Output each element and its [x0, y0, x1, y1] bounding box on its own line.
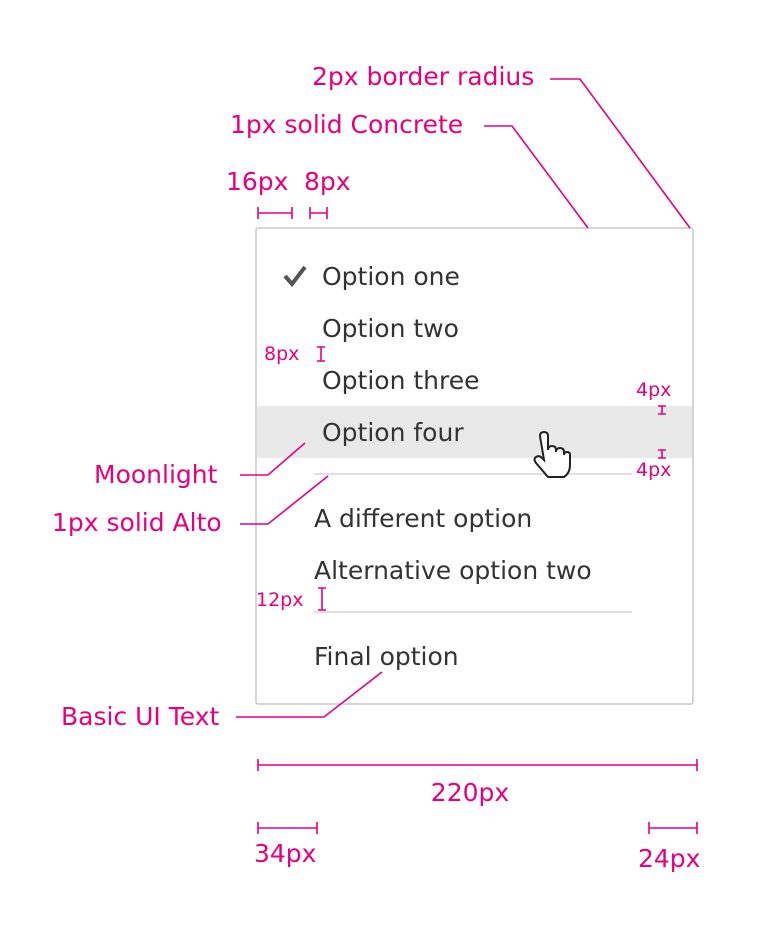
cursor-icon [533, 430, 571, 478]
measure [257, 759, 698, 771]
annotation: 4px [636, 379, 671, 401]
annotation: 16px [226, 167, 288, 196]
measure [317, 346, 325, 362]
measure [648, 822, 698, 834]
menu-item[interactable]: Final option [314, 642, 459, 671]
menu-item[interactable]: Alternative option two [314, 556, 592, 585]
menu-box [255, 227, 694, 705]
annotation: 4px [636, 459, 671, 481]
measure [257, 822, 318, 834]
menu-item[interactable]: Option four [322, 418, 464, 447]
leader-line [484, 125, 589, 229]
annotation: 1px solid Alto [52, 508, 222, 537]
menu-item[interactable]: Option three [322, 366, 480, 395]
annotation: Moonlight [94, 460, 218, 489]
annotation: 12px [256, 589, 303, 611]
measure [257, 207, 328, 219]
annotation: 2px border radius [312, 62, 534, 91]
annotation: 1px solid Concrete [230, 110, 463, 139]
leader-line [240, 475, 329, 525]
leader-line [236, 671, 383, 718]
annotation: 8px [304, 167, 351, 196]
annotation: 34px [254, 839, 316, 868]
annotation: 24px [638, 844, 700, 873]
measure [658, 405, 666, 415]
check-icon [283, 265, 307, 288]
measure [318, 587, 326, 611]
annotation: 8px [264, 343, 299, 365]
hover-row [257, 406, 692, 458]
annotation: Basic UI Text [61, 702, 220, 731]
leader-line [550, 78, 691, 229]
menu-item[interactable]: Option one [322, 262, 460, 291]
leader-line [240, 442, 306, 476]
measure [658, 449, 666, 459]
menu-item[interactable]: Option two [322, 314, 459, 343]
annotation: 220px [431, 778, 509, 807]
menu-item[interactable]: A different option [314, 504, 532, 533]
